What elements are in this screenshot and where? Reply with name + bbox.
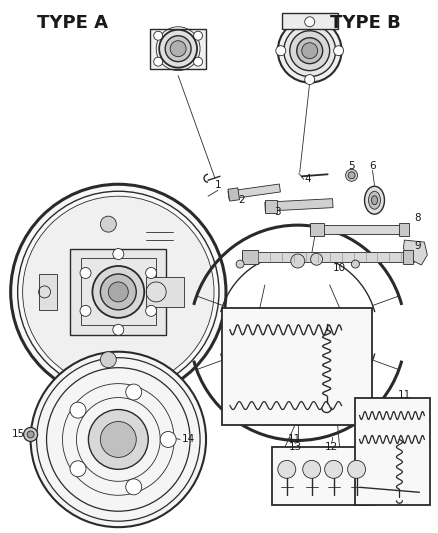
Circle shape (278, 461, 296, 478)
Circle shape (348, 461, 366, 478)
Circle shape (351, 260, 360, 268)
Text: 10: 10 (333, 263, 346, 273)
Circle shape (284, 25, 336, 77)
Circle shape (160, 432, 176, 447)
Circle shape (303, 461, 321, 478)
Text: 8: 8 (414, 213, 420, 223)
Text: 14: 14 (181, 434, 195, 445)
Circle shape (346, 169, 357, 181)
Text: 11: 11 (398, 390, 411, 400)
Circle shape (113, 324, 124, 335)
Circle shape (31, 352, 206, 527)
Text: TYPE B: TYPE B (330, 14, 401, 32)
Text: 4: 4 (304, 174, 311, 184)
Circle shape (70, 402, 86, 418)
Text: 1: 1 (215, 180, 221, 190)
Circle shape (165, 36, 191, 62)
Circle shape (100, 352, 117, 368)
Circle shape (170, 41, 186, 56)
Bar (150, 29, 206, 69)
Circle shape (27, 431, 34, 438)
Bar (265, 200, 277, 213)
Circle shape (290, 31, 330, 71)
Circle shape (146, 305, 157, 317)
Text: 2: 2 (239, 195, 245, 205)
Text: 3: 3 (275, 207, 281, 217)
Ellipse shape (371, 196, 378, 205)
Circle shape (278, 19, 342, 83)
Circle shape (70, 461, 86, 477)
Bar (355, 398, 430, 505)
Bar (222, 308, 371, 425)
Circle shape (302, 43, 318, 59)
Text: 6: 6 (369, 161, 376, 171)
Circle shape (194, 31, 202, 40)
Circle shape (108, 282, 128, 302)
Circle shape (305, 75, 314, 85)
Bar (282, 13, 338, 29)
Circle shape (100, 422, 136, 457)
Circle shape (154, 57, 162, 66)
Circle shape (80, 268, 91, 278)
Text: 15: 15 (12, 430, 25, 440)
Circle shape (311, 253, 322, 265)
Circle shape (126, 479, 142, 495)
Text: 11: 11 (288, 434, 301, 445)
Text: 5: 5 (348, 161, 355, 171)
Circle shape (100, 274, 136, 310)
Bar (81, 259, 155, 326)
Circle shape (126, 384, 142, 400)
Circle shape (291, 254, 305, 268)
Circle shape (297, 38, 323, 63)
Circle shape (154, 31, 162, 40)
Circle shape (80, 305, 91, 317)
Bar (265, 199, 333, 211)
Circle shape (348, 172, 355, 179)
Circle shape (159, 30, 197, 68)
Circle shape (236, 260, 244, 268)
Circle shape (146, 268, 157, 278)
Circle shape (325, 461, 343, 478)
Circle shape (334, 46, 343, 55)
Bar (310, 223, 324, 236)
Circle shape (236, 398, 244, 406)
Circle shape (24, 427, 38, 441)
Circle shape (11, 184, 226, 400)
Bar (39, 274, 57, 310)
Ellipse shape (368, 191, 381, 209)
Polygon shape (403, 240, 427, 265)
Circle shape (100, 216, 117, 232)
Circle shape (88, 409, 148, 470)
Bar (71, 249, 166, 335)
Bar (242, 252, 406, 262)
Circle shape (305, 17, 314, 27)
Circle shape (276, 46, 286, 55)
Circle shape (92, 266, 144, 318)
Bar (403, 250, 413, 264)
Bar (272, 447, 374, 505)
Bar (399, 223, 410, 236)
Circle shape (113, 248, 124, 260)
Circle shape (351, 398, 360, 406)
Text: 9: 9 (414, 241, 420, 251)
Bar (228, 188, 240, 201)
Text: 12: 12 (325, 442, 338, 453)
Bar (146, 277, 184, 307)
Bar (228, 184, 280, 199)
Circle shape (23, 196, 214, 387)
Bar (242, 250, 258, 264)
Text: TYPE A: TYPE A (37, 14, 108, 32)
Text: 13: 13 (289, 442, 302, 453)
Circle shape (194, 57, 202, 66)
Bar (310, 225, 407, 234)
Ellipse shape (364, 186, 385, 214)
